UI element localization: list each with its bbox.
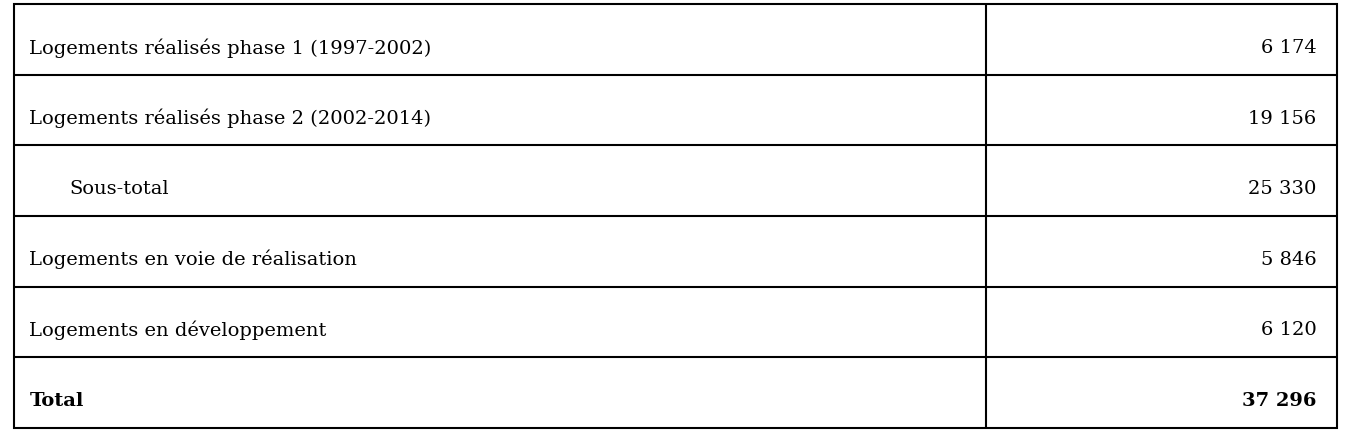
Text: 6 120: 6 120: [1261, 321, 1316, 339]
Text: Total: Total: [30, 392, 84, 410]
Text: Logements en voie de réalisation: Logements en voie de réalisation: [30, 250, 358, 270]
Text: Sous-total: Sous-total: [69, 180, 169, 198]
Text: 6 174: 6 174: [1261, 39, 1316, 57]
Text: 37 296: 37 296: [1242, 392, 1316, 410]
Text: Logements réalisés phase 1 (1997-2002): Logements réalisés phase 1 (1997-2002): [30, 38, 432, 58]
Text: Logements réalisés phase 2 (2002-2014): Logements réalisés phase 2 (2002-2014): [30, 109, 432, 128]
Text: 25 330: 25 330: [1249, 180, 1316, 198]
Text: 5 846: 5 846: [1261, 251, 1316, 269]
Text: Logements en développement: Logements en développement: [30, 321, 327, 340]
Text: 19 156: 19 156: [1249, 110, 1316, 127]
